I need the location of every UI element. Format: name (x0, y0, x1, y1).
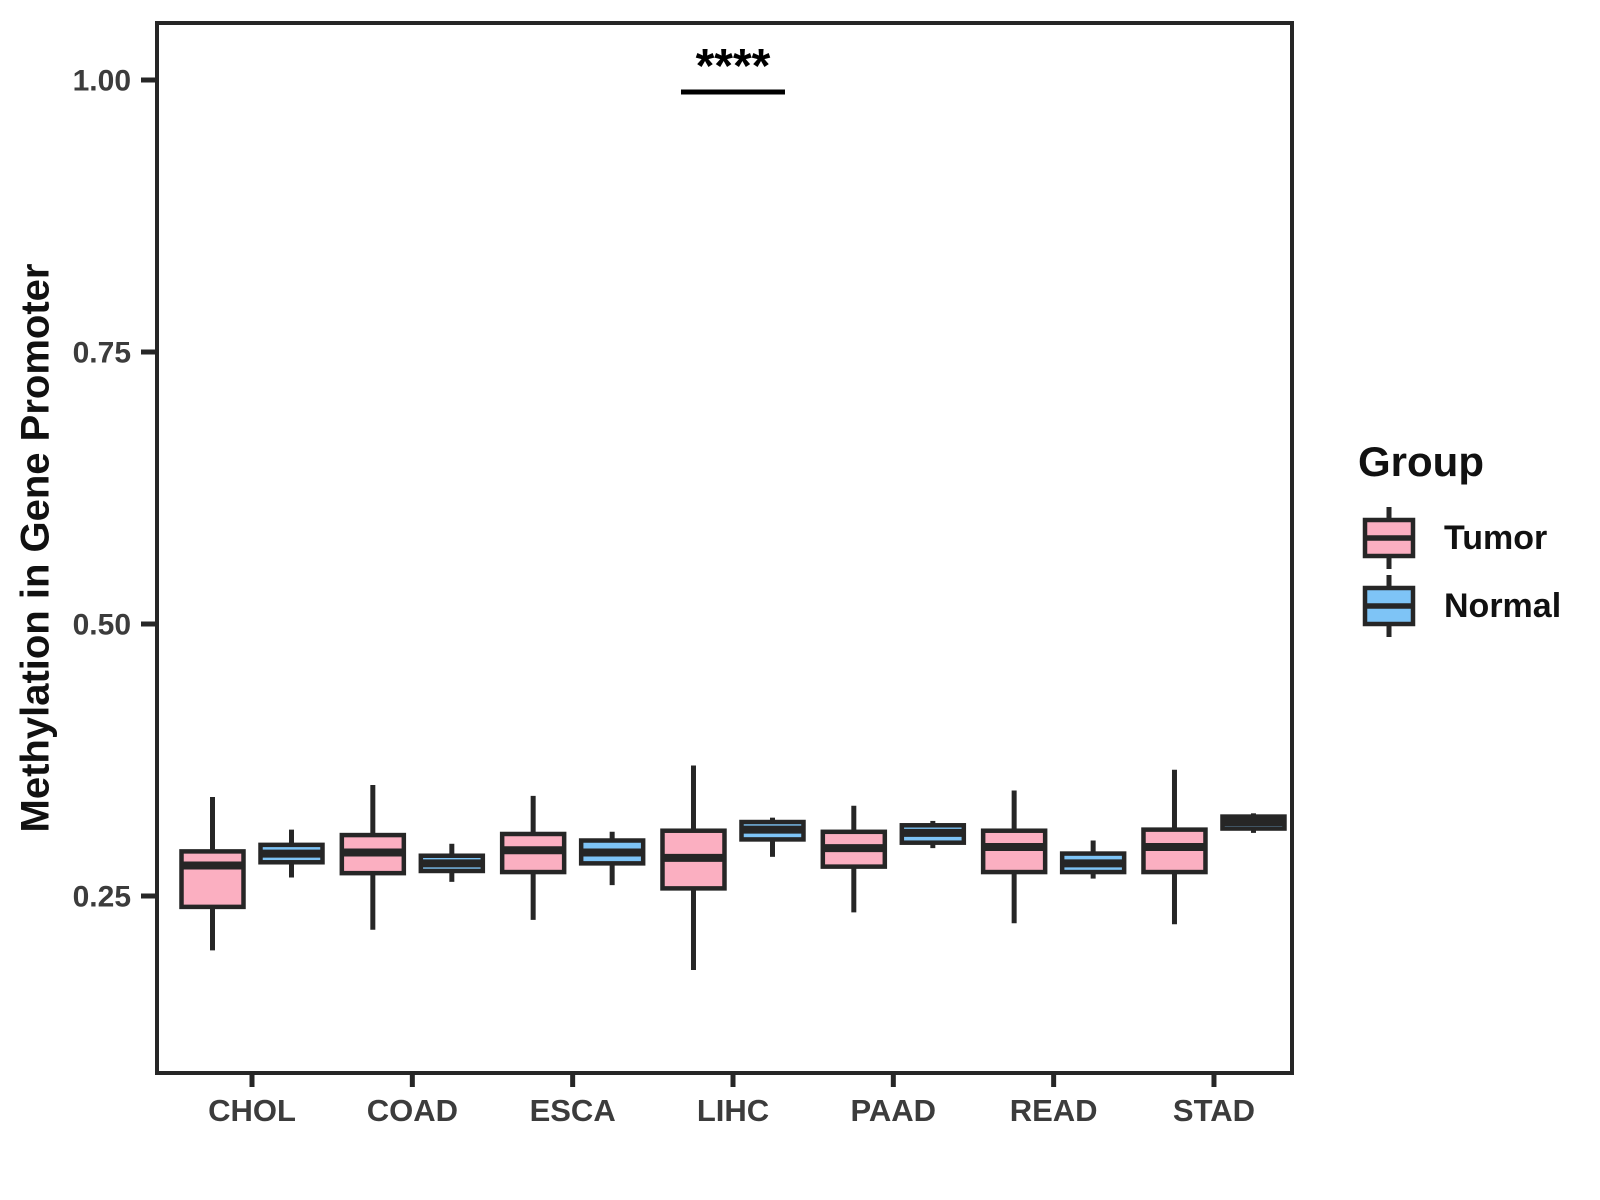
x-tick-label-PAAD: PAAD (851, 1093, 937, 1128)
legend: Group Tumor Normal (1358, 438, 1561, 638)
x-tick-label-READ: READ (1010, 1093, 1098, 1128)
legend-item-normal: Normal (1358, 574, 1561, 638)
box-CHOL-Tumor (179, 849, 246, 910)
x-tick-label-LIHC: LIHC (697, 1093, 769, 1128)
y-tick-label-1.00: 1.00 (73, 65, 131, 98)
x-tick-label-CHOL: CHOL (208, 1093, 296, 1128)
legend-title: Group (1358, 438, 1484, 485)
y-tick-label-0.75: 0.75 (73, 337, 131, 370)
y-tick-label-0.50: 0.50 (73, 609, 131, 642)
y-tick-label-0.25: 0.25 (73, 881, 131, 914)
x-tick-label-STAD: STAD (1173, 1093, 1255, 1128)
legend-label-tumor: Tumor (1444, 518, 1548, 557)
tumor-boxplot-key-icon (1362, 507, 1416, 569)
normal-boxplot-key-icon (1362, 575, 1416, 637)
x-tick-label-COAD: COAD (367, 1093, 458, 1128)
panel-border (155, 21, 1294, 1075)
box-READ-Tumor (980, 828, 1048, 875)
legend-label-normal: Normal (1444, 586, 1562, 625)
x-tick-label-ESCA: ESCA (530, 1093, 616, 1128)
significance-stars: **** (696, 40, 771, 93)
legend-item-tumor: Tumor (1358, 506, 1561, 570)
